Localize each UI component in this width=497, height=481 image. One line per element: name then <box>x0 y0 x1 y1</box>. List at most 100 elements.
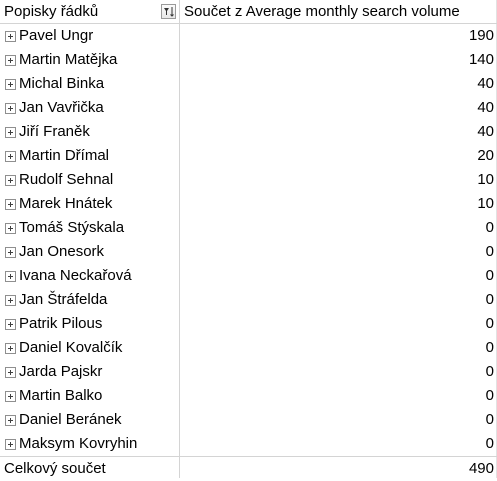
table-row[interactable]: Marek Hnátek 10 <box>0 192 497 216</box>
grand-total-row[interactable]: Celkový součet 490 <box>0 456 497 480</box>
row-label-cell[interactable]: Marek Hnátek <box>0 192 179 216</box>
pivot-header-row: Popisky řádků Součet z Average monthly s… <box>0 0 497 24</box>
row-value: 10 <box>477 195 494 212</box>
row-label: Jiří Franěk <box>19 123 90 140</box>
row-label-cell[interactable]: Pavel Ungr <box>0 24 179 48</box>
row-label-cell[interactable]: Jan Vavřička <box>0 96 179 120</box>
value-header-cell[interactable]: Součet z Average monthly search volume <box>180 0 494 24</box>
expand-plus-icon[interactable] <box>5 175 16 186</box>
expand-plus-icon[interactable] <box>5 319 16 330</box>
row-value: 20 <box>477 147 494 164</box>
expand-plus-icon[interactable] <box>5 79 16 90</box>
table-row[interactable]: Martin Dřímal 20 <box>0 144 497 168</box>
grand-total-label: Celkový součet <box>4 460 106 477</box>
row-label-cell[interactable]: Patrik Pilous <box>0 312 179 336</box>
table-row[interactable]: Tomáš Stýskala 0 <box>0 216 497 240</box>
row-label: Maksym Kovryhin <box>19 435 138 452</box>
expand-plus-icon[interactable] <box>5 367 16 378</box>
table-row[interactable]: Maksym Kovryhin 0 <box>0 432 497 456</box>
row-label-cell[interactable]: Jan Štráfelda <box>0 288 179 312</box>
row-value: 0 <box>485 387 494 404</box>
row-label: Michal Binka <box>19 75 105 92</box>
value-header: Součet z Average monthly search volume <box>184 3 460 20</box>
row-label-cell[interactable]: Jiří Franěk <box>0 120 179 144</box>
table-row[interactable]: Jiří Franěk 40 <box>0 120 497 144</box>
row-label: Marek Hnátek <box>19 195 113 212</box>
expand-plus-icon[interactable] <box>5 439 16 450</box>
row-label: Daniel Beránek <box>19 411 122 428</box>
table-row[interactable]: Patrik Pilous 0 <box>0 312 497 336</box>
row-label: Rudolf Sehnal <box>19 171 114 188</box>
row-label-cell[interactable]: Maksym Kovryhin <box>0 432 179 456</box>
row-label-cell[interactable]: Michal Binka <box>0 72 179 96</box>
row-label: Jan Onesork <box>19 243 105 260</box>
row-value: 0 <box>485 243 494 260</box>
table-row[interactable]: Jarda Pajskr 0 <box>0 360 497 384</box>
row-label: Martin Matějka <box>19 51 118 68</box>
expand-plus-icon[interactable] <box>5 127 16 138</box>
row-label: Martin Dřímal <box>19 147 110 164</box>
filter-sort-button[interactable] <box>161 4 176 19</box>
row-label-cell[interactable]: Martin Balko <box>0 384 179 408</box>
expand-plus-icon[interactable] <box>5 31 16 42</box>
row-labels-header: Popisky řádků <box>4 3 99 20</box>
row-value: 0 <box>485 291 494 308</box>
table-row[interactable]: Michal Binka 40 <box>0 72 497 96</box>
row-label-cell[interactable]: Jarda Pajskr <box>0 360 179 384</box>
expand-plus-icon[interactable] <box>5 295 16 306</box>
row-value: 190 <box>468 27 494 44</box>
row-value: 0 <box>485 411 494 428</box>
row-value: 0 <box>485 315 494 332</box>
row-label-cell[interactable]: Martin Dřímal <box>0 144 179 168</box>
row-label: Tomáš Stýskala <box>19 219 125 236</box>
table-row[interactable]: Daniel Kovalčík 0 <box>0 336 497 360</box>
row-label: Pavel Ungr <box>19 27 94 44</box>
row-label: Ivana Neckařová <box>19 267 132 284</box>
grand-total-value: 490 <box>468 460 494 477</box>
table-row[interactable]: Martin Balko 0 <box>0 384 497 408</box>
column-divider <box>179 0 180 478</box>
row-value: 40 <box>477 123 494 140</box>
row-value: 0 <box>485 363 494 380</box>
expand-plus-icon[interactable] <box>5 55 16 66</box>
row-label-cell[interactable]: Martin Matějka <box>0 48 179 72</box>
table-row[interactable]: Jan Štráfelda 0 <box>0 288 497 312</box>
expand-plus-icon[interactable] <box>5 223 16 234</box>
row-value: 10 <box>477 171 494 188</box>
row-label: Jarda Pajskr <box>19 363 103 380</box>
row-value: 0 <box>485 339 494 356</box>
row-value: 140 <box>468 51 494 68</box>
row-label-cell[interactable]: Ivana Neckařová <box>0 264 179 288</box>
expand-plus-icon[interactable] <box>5 103 16 114</box>
expand-plus-icon[interactable] <box>5 247 16 258</box>
row-value: 0 <box>485 435 494 452</box>
pivot-rows: Pavel Ungr 190 Martin Matějka 140 Michal Bin… <box>0 24 497 456</box>
row-label: Jan Vavřička <box>19 99 104 116</box>
row-value: 0 <box>485 219 494 236</box>
expand-plus-icon[interactable] <box>5 343 16 354</box>
expand-plus-icon[interactable] <box>5 271 16 282</box>
row-value: 40 <box>477 99 494 116</box>
expand-plus-icon[interactable] <box>5 391 16 402</box>
row-label-cell[interactable]: Daniel Kovalčík <box>0 336 179 360</box>
row-label: Jan Štráfelda <box>19 291 108 308</box>
expand-plus-icon[interactable] <box>5 415 16 426</box>
row-label: Daniel Kovalčík <box>19 339 123 356</box>
table-row[interactable]: Rudolf Sehnal 10 <box>0 168 497 192</box>
row-label-cell[interactable]: Jan Onesork <box>0 240 179 264</box>
table-row[interactable]: Martin Matějka 140 <box>0 48 497 72</box>
table-row[interactable]: Jan Onesork 0 <box>0 240 497 264</box>
table-row[interactable]: Jan Vavřička 40 <box>0 96 497 120</box>
table-row[interactable]: Pavel Ungr 190 <box>0 24 497 48</box>
table-row[interactable]: Daniel Beránek 0 <box>0 408 497 432</box>
row-label-cell[interactable]: Daniel Beránek <box>0 408 179 432</box>
expand-plus-icon[interactable] <box>5 199 16 210</box>
expand-plus-icon[interactable] <box>5 151 16 162</box>
table-row[interactable]: Ivana Neckařová 0 <box>0 264 497 288</box>
filter-sort-icon <box>164 7 174 17</box>
row-label-cell[interactable]: Tomáš Stýskala <box>0 216 179 240</box>
row-label-cell[interactable]: Rudolf Sehnal <box>0 168 179 192</box>
row-labels-header-cell[interactable]: Popisky řádků <box>0 0 179 24</box>
row-value: 0 <box>485 267 494 284</box>
